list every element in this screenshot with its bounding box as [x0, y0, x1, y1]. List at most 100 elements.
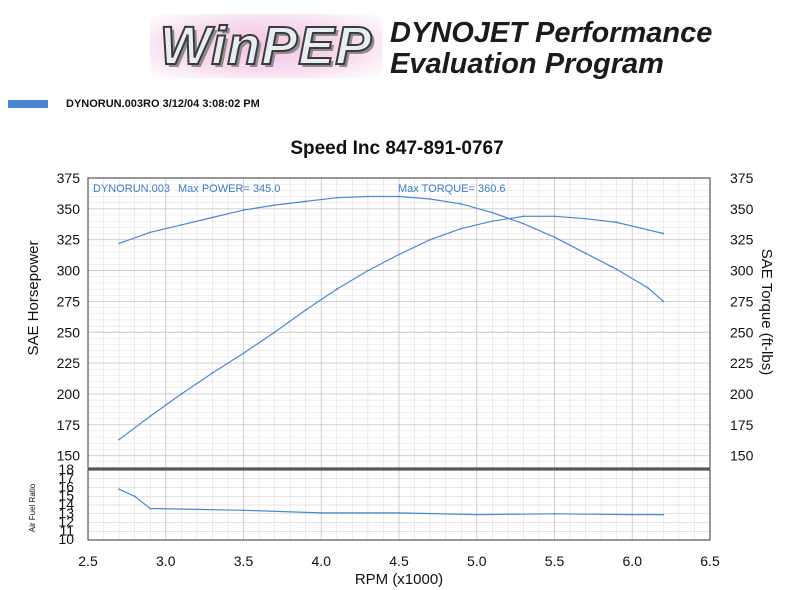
power-curve-point [615, 221, 618, 224]
y2-tick-label: 150 [730, 448, 754, 464]
air_fuel-curve-point [242, 509, 245, 512]
y2-tick-label: 300 [730, 263, 754, 279]
annotation-max-torque: Max TORQUE= 360.6 [398, 183, 506, 195]
power-curve-point [646, 228, 649, 231]
torque-curve-point [662, 300, 665, 303]
torque-curve-point [273, 204, 276, 207]
torque-curve-point [149, 231, 152, 234]
air_fuel-curve-point [118, 488, 120, 491]
y2-tick-label: 325 [730, 232, 754, 248]
y2-tick-label: 175 [730, 417, 754, 433]
program-title-line1: DYNOJET Performance [390, 17, 713, 49]
annotation-run: DYNORUN.003 [93, 183, 170, 195]
power-curve-point [180, 393, 183, 395]
air_fuel-curve-point [398, 511, 400, 514]
afr-tick-label: 10 [58, 531, 74, 547]
power-curve-point [522, 215, 525, 218]
series-layer [118, 195, 665, 516]
run-legend-swatch [8, 100, 48, 108]
torque-curve-point [180, 223, 183, 226]
torque-curve-point [242, 209, 245, 211]
afr-tick-label: 13 [58, 505, 74, 521]
y-tick-label: 150 [57, 448, 81, 464]
power-curve [118, 215, 664, 441]
y-tick-label: 325 [57, 232, 81, 248]
annotation-max-power: Max POWER= 345.0 [178, 183, 280, 195]
power-curve-point [662, 232, 665, 235]
logo-text: WinPEP [159, 15, 373, 77]
x-tick-label: 6.5 [700, 553, 720, 569]
tick-labels: 2.5 3.0 3.5 4.0 4.5 5.0 5.5 6.0 6.5 375 350 325 300 2… [57, 170, 754, 569]
x-axis-title: RPM (x1000) [355, 571, 443, 588]
power-curve-point [118, 438, 120, 441]
y-tick-label: 300 [57, 263, 81, 279]
y2-axis-title: SAE Torque (ft-lbs) [758, 249, 775, 375]
air_fuel-curve-point [149, 507, 152, 510]
run-legend: DYNORUN.003RO 3/12/04 3:08:02 PM [8, 96, 260, 112]
x-tick-label: 4.5 [389, 553, 409, 569]
afr-tick-label: 11 [59, 522, 74, 538]
y-tick-label: 275 [57, 293, 81, 309]
air_fuel-curve-point [475, 513, 478, 516]
x-tick-label: 3.5 [234, 553, 254, 569]
torque-curve-point [211, 216, 214, 219]
afr-tick-label: 12 [58, 514, 74, 530]
power-curve-point [553, 215, 556, 218]
header: WinPEP DYNOJET Performance Evaluation Pr… [0, 0, 794, 100]
torque-curve-point [491, 211, 494, 214]
y-axis-title: SAE Horsepower [25, 240, 42, 355]
torque-curve [118, 195, 664, 302]
y-tick-label: 225 [57, 355, 81, 371]
torque-curve-point [460, 203, 463, 205]
air_fuel-curve-point [133, 495, 136, 498]
y2-tick-label: 250 [730, 324, 754, 340]
y-tick-label: 200 [57, 386, 81, 402]
torque-curve-point [367, 195, 369, 198]
torque-curve-point [398, 195, 400, 198]
y2-tick-label: 200 [730, 386, 754, 402]
torque-curve-point [304, 200, 307, 203]
air_fuel-curve [118, 488, 664, 516]
power-curve-point [273, 331, 276, 334]
power-curve-point [398, 253, 400, 256]
air_fuel-curve-point [631, 513, 634, 516]
power-curve-point [584, 217, 587, 220]
y-tick-label: 175 [57, 417, 81, 433]
air_fuel-curve-point [320, 511, 323, 514]
afr-tick-label: 15 [58, 487, 74, 503]
afr-axis-title: Air Fuel Ratio [28, 483, 37, 532]
torque-curve-point [118, 242, 120, 245]
torque-curve-point [429, 198, 431, 200]
power-curve-point [242, 352, 245, 355]
afr-tick-label: 17 [58, 470, 74, 486]
grid-lines [87, 177, 711, 541]
torque-curve-point [522, 222, 525, 225]
power-curve-point [335, 288, 338, 290]
y2-tick-label: 275 [730, 293, 754, 309]
winpep-logo: WinPEP [150, 14, 382, 78]
y-tick-label: 250 [57, 324, 81, 340]
chart-title: Speed Inc 847-891-0767 [290, 138, 504, 159]
torque-curve-point [584, 252, 587, 255]
program-title-line2: Evaluation Program [390, 48, 664, 80]
x-tick-label: 4.0 [312, 553, 332, 569]
x-tick-label: 5.0 [467, 553, 487, 569]
power-curve-point [149, 415, 152, 418]
afr-tick-label: 16 [58, 479, 74, 495]
y2-tick-label: 350 [730, 201, 754, 217]
run-legend-text: DYNORUN.003RO 3/12/04 3:08:02 PM [66, 98, 260, 110]
power-curve-point [211, 372, 214, 374]
torque-curve-point [615, 268, 618, 271]
y-tick-label: 350 [57, 201, 81, 217]
x-tick-label: 3.0 [156, 553, 176, 569]
power-curve-point [491, 220, 494, 223]
air_fuel-curve-point [553, 512, 556, 515]
afr-tick-label: 18 [58, 461, 74, 477]
air_fuel-curve-point [195, 508, 198, 511]
y2-tick-label: 225 [730, 355, 754, 371]
afr-tick-label: 14 [58, 496, 74, 512]
plot-frames [87, 177, 711, 541]
program-title: DYNOJET Performance Evaluation Program [390, 18, 750, 80]
torque-curve-point [335, 196, 338, 199]
